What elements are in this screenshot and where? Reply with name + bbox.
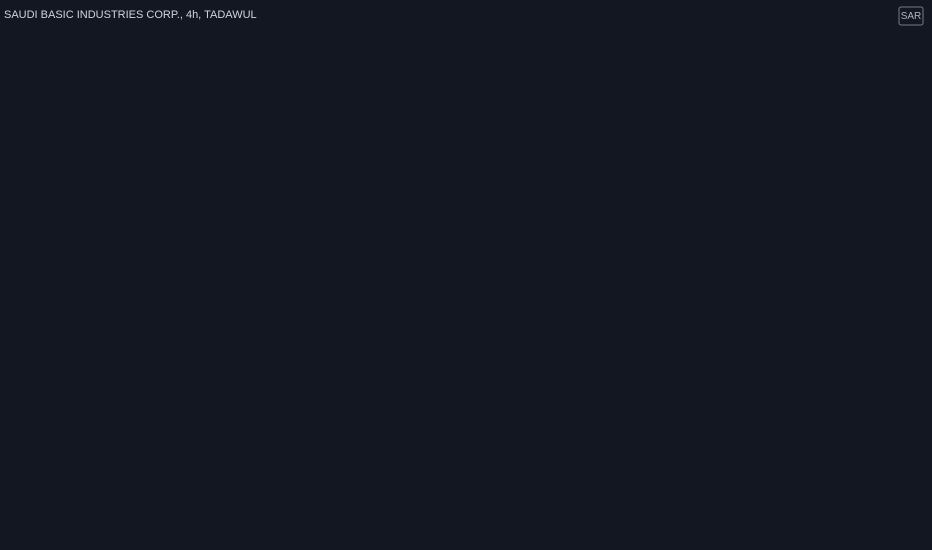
chart-title: SAUDI BASIC INDUSTRIES CORP., 4h, TADAWU…: [4, 9, 257, 21]
currency-box[interactable]: [898, 6, 924, 26]
currency[interactable]: SAR: [901, 11, 922, 22]
